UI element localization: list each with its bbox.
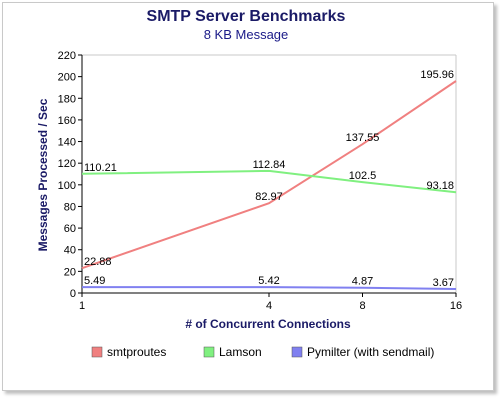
chart-title: SMTP Server Benchmarks [147, 8, 346, 25]
series-line-1 [81, 169, 457, 194]
legend-swatch [91, 346, 103, 358]
x-tick-label: 8 [359, 300, 365, 312]
legend-swatch [203, 346, 215, 358]
y-tick-label: 160 [58, 115, 76, 127]
chart-subtitle: 8 KB Message [204, 27, 289, 42]
y-tick-label: 200 [58, 72, 76, 84]
legend: smtproutes Lamson Pymilter (with sendmail) [91, 345, 434, 359]
x-tick-label: 1 [79, 300, 85, 312]
data-label: 22.88 [84, 256, 112, 268]
y-tick-label: 100 [58, 180, 76, 192]
y-tick-label: 40 [64, 245, 76, 257]
x-axis: 1 4 8 16 [79, 292, 462, 312]
plot-area [82, 54, 457, 293]
y-tick-label: 20 [64, 266, 76, 278]
x-axis-title: # of Concurrent Connections [185, 317, 351, 331]
data-label: 5.49 [84, 275, 105, 287]
data-labels: 22.88 82.97 137.55 195.96 110.21 112.84 102.5 9… [84, 69, 454, 289]
series-line-0 [81, 80, 457, 270]
data-label: 112.84 [253, 159, 286, 171]
data-label: 110.21 [84, 162, 117, 174]
data-label: 82.97 [255, 191, 283, 203]
y-axis: 0 20 40 60 80 100 120 140 160 180 200 220 [58, 50, 83, 300]
legend-label: smtproutes [107, 345, 166, 359]
series-lines [81, 80, 457, 290]
y-axis-title: Messages Processed / Sec [36, 98, 50, 251]
data-label: 4.87 [352, 276, 373, 288]
x-tick-label: 16 [450, 300, 462, 312]
data-label: 137.55 [346, 132, 380, 144]
data-label: 93.18 [426, 180, 454, 192]
y-tick-label: 0 [70, 288, 76, 300]
data-label: 3.67 [433, 277, 454, 289]
y-tick-label: 80 [64, 201, 76, 213]
x-tick-label: 4 [266, 300, 272, 312]
data-label: 5.42 [258, 275, 279, 287]
y-tick-label: 220 [58, 50, 76, 62]
legend-label: Pymilter (with sendmail) [307, 345, 434, 359]
data-label: 195.96 [420, 69, 454, 81]
y-tick-label: 140 [58, 137, 76, 149]
y-tick-label: 60 [64, 223, 76, 235]
y-tick-label: 120 [58, 158, 76, 170]
legend-label: Lamson [219, 345, 262, 359]
plot-background [82, 55, 456, 293]
series-line-2 [82, 286, 457, 290]
y-tick-label: 180 [58, 93, 76, 105]
legend-swatch [291, 346, 303, 358]
data-label: 102.5 [349, 170, 377, 182]
